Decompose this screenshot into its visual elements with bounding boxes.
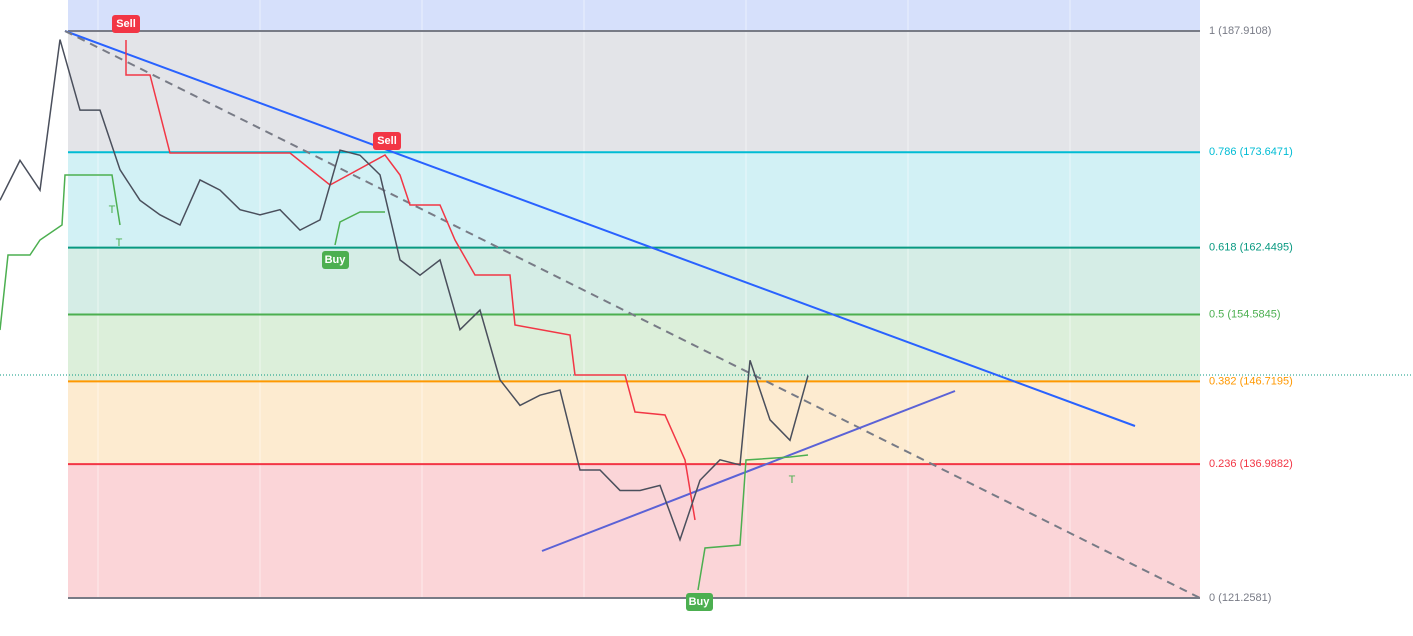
fib-levels: 1 (187.9108) 0.786 (173.6471) 0.618 (162.4…	[68, 25, 1293, 604]
trend-line	[64, 30, 1136, 427]
zone	[68, 152, 1200, 248]
zone	[68, 30, 1200, 153]
zone	[68, 0, 1200, 31]
zone	[68, 381, 1200, 465]
signal-label: Buy	[689, 596, 711, 608]
signal-label: T	[109, 204, 116, 216]
trend-line	[541, 390, 956, 552]
fib-label: 1 (187.9108)	[1209, 25, 1271, 37]
signal-label: Sell	[116, 18, 136, 30]
fib-label: 0.786 (173.6471)	[1209, 146, 1293, 158]
fib-label: 0 (121.2581)	[1209, 592, 1271, 604]
signal-label: T	[116, 237, 123, 249]
zone	[68, 247, 1200, 315]
signal-label: Sell	[377, 135, 397, 147]
supertrend-up	[697, 454, 809, 591]
zone	[68, 314, 1200, 382]
signal-label: Buy	[325, 254, 347, 266]
signal-label: T	[789, 474, 796, 486]
zone	[68, 464, 1200, 598]
grid	[97, 0, 1071, 636]
sell-badge	[112, 15, 140, 33]
supertrend-down	[125, 40, 696, 521]
price-line	[0, 39, 809, 543]
fib-label: 0.618 (162.4495)	[1209, 241, 1293, 253]
fib-label: 0.382 (146.7195)	[1209, 375, 1293, 387]
buy-badge	[322, 251, 349, 269]
trend-line	[64, 30, 1201, 599]
fib-zones	[68, 0, 1200, 598]
series	[0, 39, 809, 543]
supertrend-up	[334, 211, 385, 246]
sell-badge	[373, 132, 401, 150]
buy-badge	[686, 593, 713, 611]
fib-label: 0.236 (136.9882)	[1209, 458, 1293, 470]
fib-label: 0.5 (154.5845)	[1209, 308, 1281, 320]
supertrend-up	[0, 174, 121, 331]
